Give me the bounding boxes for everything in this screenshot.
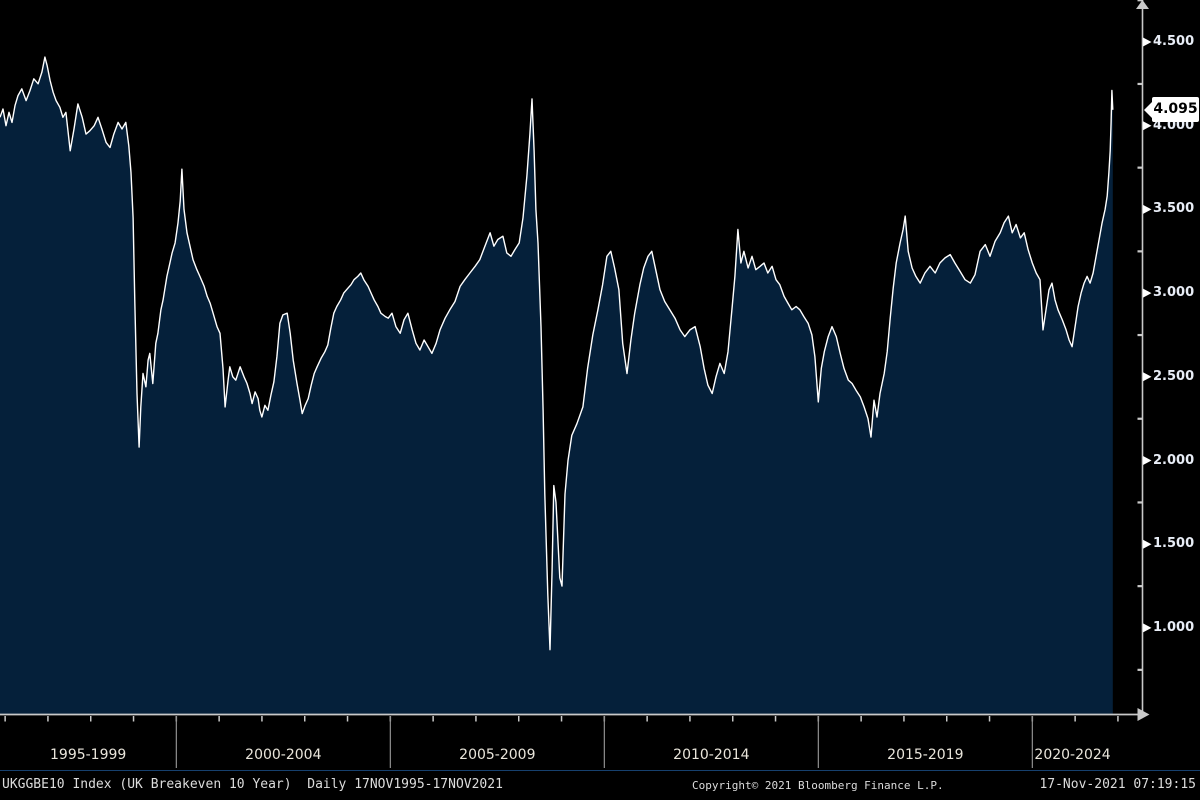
y-tick-label: 1.500: [1153, 536, 1195, 552]
y-minor-tick: [1137, 250, 1143, 253]
x-axis-end-arrow-icon: [1137, 708, 1150, 721]
y-tick-marker-icon: [1143, 372, 1152, 382]
security-description: UKGGBE10 Index (UK Breakeven 10 Year) Da…: [2, 777, 503, 792]
badge-pointer-icon: [1144, 101, 1153, 119]
y-tick-label: 3.500: [1153, 201, 1195, 217]
y-minor-tick: [1137, 668, 1143, 671]
y-tick-marker-icon: [1143, 456, 1152, 465]
last-value-label: 4.095: [1152, 97, 1199, 122]
y-tick-marker-icon: [1143, 539, 1152, 549]
y-minor-tick: [1137, 417, 1143, 420]
y-tick-marker-icon: [1143, 121, 1152, 131]
y-minor-tick: [1137, 585, 1143, 588]
y-tick-marker-icon: [1143, 288, 1152, 298]
x-period-label: 2015-2019: [887, 747, 964, 763]
y-tick-label: 3.000: [1153, 285, 1195, 301]
x-period-label: 2000-2004: [245, 747, 322, 763]
y-minor-tick: [1137, 0, 1143, 2]
timestamp: 17-Nov-2021 07:19:15: [1039, 777, 1196, 792]
price-series-line: [0, 56, 1114, 651]
y-axis-top-arrow-icon: [1136, 0, 1149, 9]
x-period-label: 2005-2009: [459, 747, 536, 763]
x-period-label: 2010-2014: [673, 747, 750, 763]
y-tick-label: 1.000: [1153, 619, 1195, 635]
price-series-area: [0, 57, 1113, 715]
y-tick-marker-icon: [1143, 37, 1152, 47]
y-tick-label: 2.500: [1153, 368, 1195, 384]
y-tick-label: 2.000: [1153, 452, 1195, 468]
y-minor-tick: [1137, 166, 1143, 169]
y-minor-tick: [1137, 82, 1143, 86]
status-bar: UKGGBE10 Index (UK Breakeven 10 Year) Da…: [0, 770, 1200, 800]
y-minor-tick: [1137, 501, 1143, 504]
y-tick-marker-icon: [1143, 204, 1152, 214]
y-minor-tick: [1137, 333, 1143, 337]
x-period-label: 1995-1999: [50, 747, 127, 763]
y-tick-label: 4.500: [1153, 34, 1195, 49]
x-period-label: 2020-2024: [1034, 747, 1111, 763]
y-tick-marker-icon: [1143, 623, 1152, 633]
copyright-text: Copyright© 2021 Bloomberg Finance L.P.: [692, 779, 944, 792]
